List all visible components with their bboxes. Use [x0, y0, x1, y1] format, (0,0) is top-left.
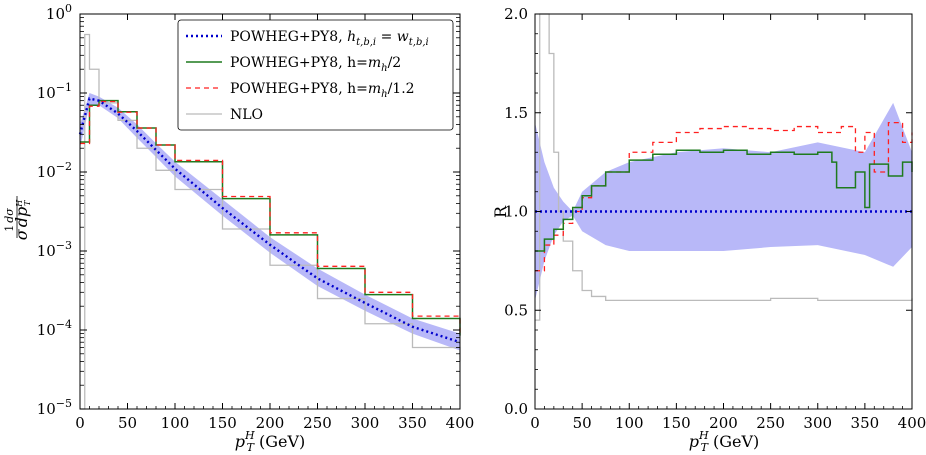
series-nlo-right	[535, 13, 913, 321]
legend-entry: NLO	[230, 107, 263, 123]
right-y-tick-label: 0.5	[504, 301, 528, 319]
left-x-ticks: 0 50 100 150 200 250 300 350 400	[75, 14, 474, 432]
left-y-tick-label: 10−3	[37, 239, 72, 260]
left-y-tick-label: 100	[46, 2, 72, 23]
left-y-tick-label: 10−4	[37, 318, 72, 339]
series-group-right	[535, 13, 913, 321]
legend-box	[177, 19, 454, 131]
left-y-axis-label: 1dσ σdpHT	[3, 196, 32, 240]
left-x-tick-label: 350	[398, 414, 427, 432]
legend-entry: POWHEG+PY8, h=mh/1.2	[230, 81, 415, 100]
right-x-ticks: 0 50 100 150 200 250 300 350 400	[530, 14, 926, 432]
right-x-tick-label: 200	[709, 414, 738, 432]
left-y-tick-label: 10−2	[37, 160, 72, 181]
right-y-tick-label: 0.0	[504, 400, 528, 418]
right-y-tick-label: 2.0	[504, 5, 528, 23]
left-x-tick-label: 100	[161, 414, 190, 432]
left-x-tick-label: 50	[118, 414, 137, 432]
svg-text:1dσ: 1dσ	[3, 208, 16, 232]
uncertainty-band-left	[80, 93, 460, 351]
right-y-tick-label: 1.5	[504, 104, 528, 122]
left-y-ticks: 100 10−1 10−2 10−3 10−4 10−5	[37, 2, 460, 418]
left-x-tick-label: 400	[446, 414, 475, 432]
series-mh2-right	[535, 149, 913, 252]
right-x-tick-label: 300	[803, 414, 832, 432]
legend-entry: POWHEG+PY8, ht,b,i = wt,b,i	[230, 29, 429, 48]
left-x-tick-label: 0	[75, 414, 85, 432]
series-central-left	[78, 97, 461, 344]
legend: POWHEG+PY8, ht,b,i = wt,b,i POWHEG+PY8, h…	[177, 19, 454, 131]
right-x-tick-label: 100	[615, 414, 644, 432]
left-panel: 0 50 100 150 200 250 300 350 400 100 10−1 10−2 10−3…	[3, 2, 474, 454]
left-x-tick-label: 200	[256, 414, 285, 432]
right-panel: 0 50 100 150 200 250 300 350 400 0.0 0.5 1.0 1.5 2.0…	[491, 5, 926, 454]
series-mh12-left	[80, 100, 461, 334]
right-x-tick-label: 0	[530, 414, 540, 432]
left-x-tick-label: 250	[303, 414, 332, 432]
series-nlo-left	[80, 33, 461, 410]
right-x-tick-label: 250	[756, 414, 785, 432]
right-y-ticks: 0.0 0.5 1.0 1.5 2.0	[504, 5, 912, 418]
left-x-tick-label: 150	[208, 414, 237, 432]
band-group-left	[80, 93, 460, 351]
right-y-axis-label: R	[491, 205, 510, 218]
left-y-tick-label: 10−5	[37, 397, 72, 418]
right-x-axis-label: pH T (GeV)	[689, 429, 760, 454]
left-x-axis-label: pH T (GeV)	[235, 429, 306, 454]
legend-entry: POWHEG+PY8, h=mh/2	[230, 55, 401, 74]
right-x-tick-label: 400	[898, 414, 926, 432]
left-y-tick-label: 10−1	[37, 81, 72, 102]
right-x-tick-label: 50	[573, 414, 592, 432]
series-group-left	[78, 33, 461, 410]
left-x-tick-label: 300	[351, 414, 380, 432]
right-y-tick-label: 1.0	[504, 203, 528, 221]
svg-text:σdpHT: σdpHT	[12, 199, 32, 240]
right-x-tick-label: 350	[851, 414, 880, 432]
right-x-tick-label: 150	[662, 414, 691, 432]
